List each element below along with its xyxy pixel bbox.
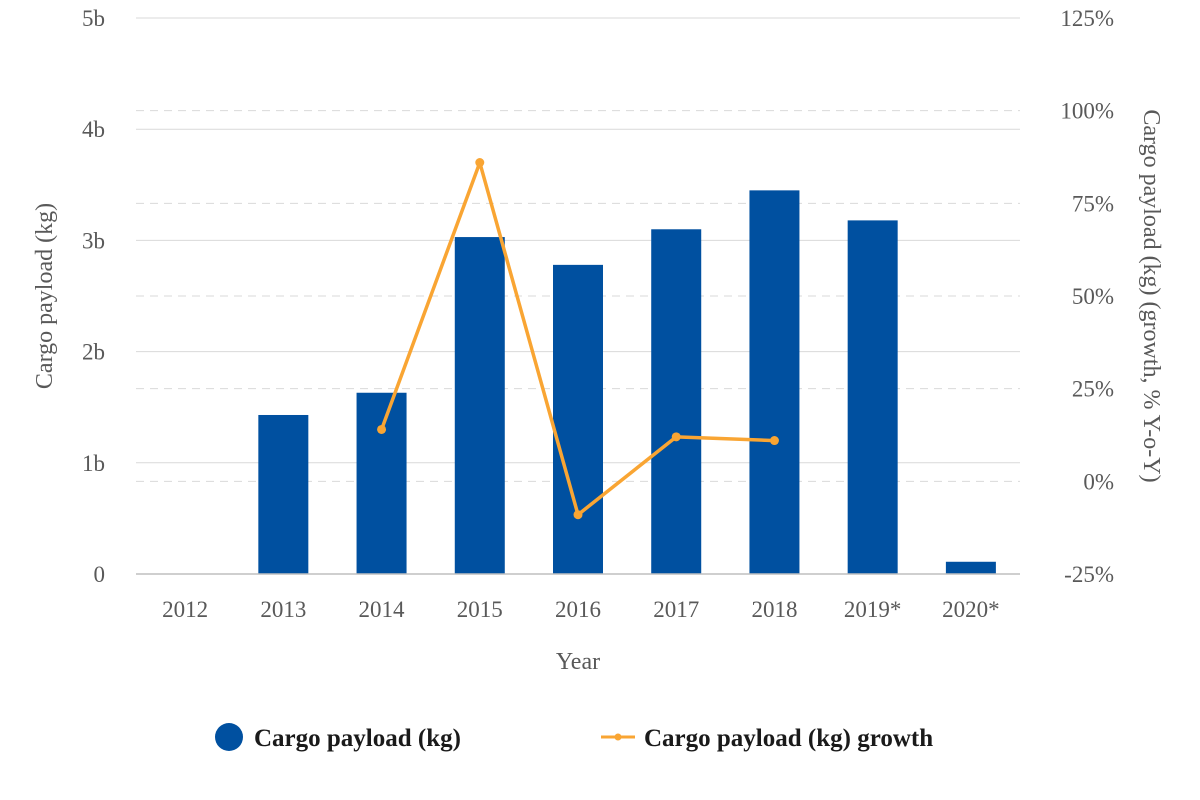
y-tick-label: 1b: [82, 451, 105, 476]
y2-tick-label: 100%: [1060, 99, 1114, 124]
growth-point: [769, 436, 779, 446]
bar: [945, 561, 996, 574]
y-tick-label: 0: [94, 562, 106, 587]
bar: [356, 392, 407, 574]
y2-tick-label: 75%: [1072, 191, 1114, 216]
y2-tick-label: 50%: [1072, 284, 1114, 309]
x-tick-label: 2018: [751, 597, 797, 622]
x-tick-label: 2019*: [844, 597, 902, 622]
legend-bar-marker: [215, 723, 243, 751]
y-tick-label: 4b: [82, 117, 105, 142]
y2-tick-label: 25%: [1072, 377, 1114, 402]
legend-line-dot: [614, 733, 622, 741]
y2-tick-label: 125%: [1060, 6, 1114, 31]
growth-point: [573, 510, 583, 520]
y2-tick-label: -25%: [1064, 562, 1114, 587]
y2-tick-label: 0%: [1083, 469, 1114, 494]
legend-bar-label: Cargo payload (kg): [254, 725, 461, 752]
bar: [258, 414, 309, 574]
x-tick-label: 2015: [457, 597, 503, 622]
y-tick-label: 3b: [82, 228, 105, 253]
y-tick-label: 5b: [82, 6, 105, 31]
x-tick-label: 2017: [653, 597, 699, 622]
x-tick-label: 2020*: [942, 597, 1000, 622]
y-axis-title: Cargo payload (kg): [32, 203, 58, 389]
x-tick-label: 2016: [555, 597, 601, 622]
x-tick-label: 2014: [359, 597, 406, 622]
x-axis-title: Year: [556, 649, 600, 675]
bar: [847, 220, 898, 574]
legend-line-label: Cargo payload (kg) growth: [644, 725, 933, 752]
axis-layer: 0 1b 2b 3b 4b 5b -25% 0% 25% 50% 75% 100% 125% 2012 20…: [82, 6, 1114, 622]
bar: [749, 190, 800, 575]
line-layer: [377, 158, 779, 520]
x-tick-label: 2013: [260, 597, 306, 622]
bar: [651, 229, 702, 574]
growth-point: [671, 432, 681, 442]
bar: [553, 264, 603, 574]
y2-axis-title: Cargo payload (kg) (growth, % Y-o-Y): [1138, 109, 1164, 482]
bar: [454, 237, 505, 574]
y-tick-label: 2b: [82, 340, 105, 365]
growth-point: [475, 158, 485, 168]
bar-layer: [258, 190, 996, 575]
growth-point: [377, 424, 387, 434]
x-tick-label: 2012: [162, 597, 208, 622]
legend: Cargo payload (kg) Cargo payload (kg) gr…: [215, 723, 933, 752]
